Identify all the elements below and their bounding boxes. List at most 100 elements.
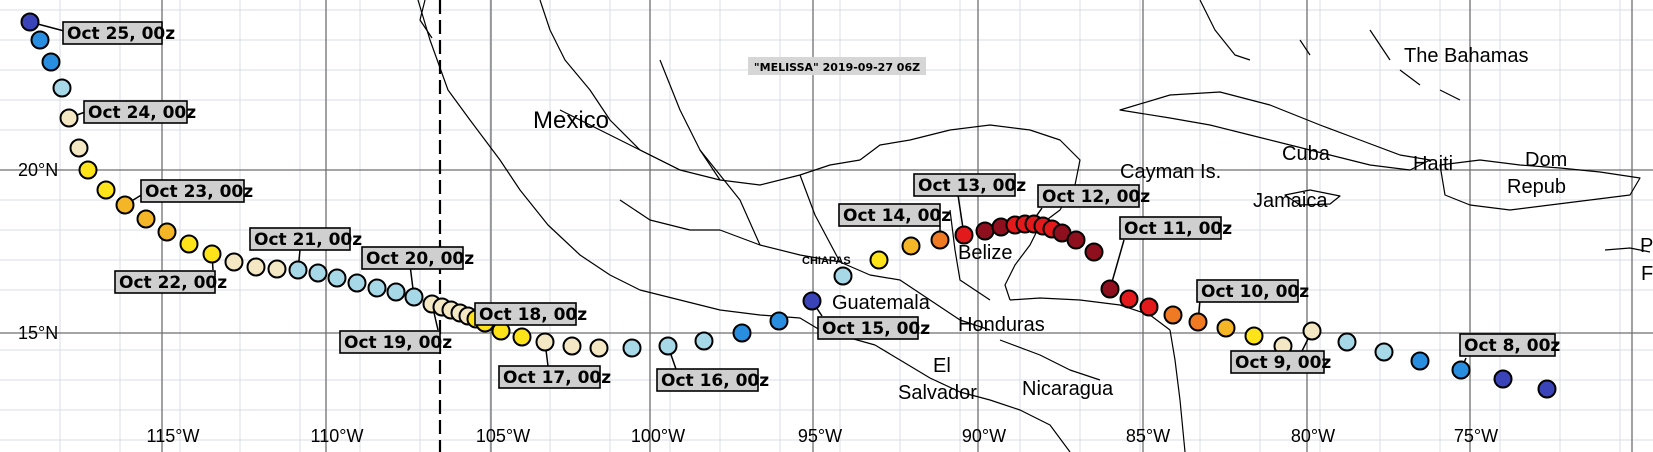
track-point (157, 222, 177, 242)
date-text: Oct 24, 00z (88, 103, 196, 123)
track-point (179, 234, 199, 254)
label-p-1: P (1640, 235, 1653, 257)
track-point (833, 266, 853, 286)
label-cayman: Cayman Is. (1120, 161, 1221, 183)
label-mexico: Mexico (533, 107, 609, 134)
label-salvador: Salvador (898, 382, 977, 404)
lat-label-15n: 15°N (18, 323, 58, 343)
lon-label-105w: 105°W (476, 426, 530, 446)
track-point (1537, 379, 1557, 399)
label-bahamas: The Bahamas (1404, 45, 1529, 67)
track-point (1302, 321, 1322, 341)
lon-label-80w: 80°W (1291, 426, 1335, 446)
track-point (1410, 351, 1430, 371)
lon-label-90w: 90°W (962, 426, 1006, 446)
track-point (1163, 305, 1183, 325)
lon-label-100w: 100°W (631, 426, 685, 446)
date-label-oct24: Oct 24, 00z (83, 100, 196, 124)
date-label-oct11: Oct 11, 00z (1119, 216, 1232, 240)
track-point (224, 252, 244, 272)
date-text: Oct 14, 00z (843, 206, 951, 226)
track-point (52, 78, 72, 98)
date-text: Oct 17, 00z (503, 368, 611, 388)
track-point (869, 250, 889, 270)
track-point (512, 327, 532, 347)
track-point (1119, 289, 1139, 309)
date-text: Oct 13, 00z (918, 176, 1026, 196)
date-label-oct25: Oct 25, 00z (62, 21, 175, 45)
track-point (288, 260, 308, 280)
date-label-oct19: Oct 19, 00z (339, 330, 452, 354)
date-label-oct21: Oct 21, 00z (249, 227, 362, 251)
label-haiti: Haiti (1413, 153, 1453, 175)
date-label-oct14: Oct 14, 00z (838, 203, 951, 227)
date-label-oct22: Oct 22, 00z (114, 270, 227, 294)
date-label-oct8: Oct 8, 00z (1459, 333, 1560, 357)
storm-label: "MELISSA" 2019-09-27 06Z (754, 61, 920, 74)
label-jamaica: Jamaica (1253, 190, 1328, 212)
track-point (1216, 318, 1236, 338)
track-point (59, 108, 79, 128)
date-label-oct16: Oct 16, 00z (656, 368, 769, 392)
latitude-labels: 20°N 15°N (18, 160, 58, 343)
track-point (386, 282, 406, 302)
track-point (694, 331, 714, 351)
lon-label-75w: 75°W (1454, 426, 1498, 446)
date-text: Oct 19, 00z (344, 333, 452, 353)
track-point (115, 195, 135, 215)
date-text: Oct 9, 00z (1235, 353, 1331, 373)
track-point (1139, 297, 1159, 317)
track-point (1066, 230, 1086, 250)
label-nicaragua: Nicaragua (1022, 378, 1114, 400)
track-point (562, 336, 582, 356)
date-text: Oct 18, 00z (479, 305, 587, 325)
track-point (769, 311, 789, 331)
track-point (622, 338, 642, 358)
track-point (96, 180, 116, 200)
track-point (41, 52, 61, 72)
lon-label-95w: 95°W (798, 426, 842, 446)
track-point (1374, 342, 1394, 362)
date-text: Oct 11, 00z (1124, 219, 1232, 239)
track-point (347, 273, 367, 293)
track-point (802, 291, 822, 311)
label-dominican-1: Dom (1525, 149, 1567, 171)
country-labels: Mexico CHIAPAS Guatemala Belize Honduras… (533, 45, 1653, 404)
date-label-oct17: Oct 17, 00z (498, 365, 611, 389)
track-point (308, 263, 328, 283)
label-guatemala: Guatemala (832, 292, 931, 314)
label-honduras: Honduras (958, 314, 1045, 336)
track-point (327, 268, 347, 288)
date-text: Oct 23, 00z (145, 182, 253, 202)
date-text: Oct 12, 00z (1042, 187, 1150, 207)
track-point (901, 236, 921, 256)
label-p-2: F (1641, 263, 1653, 285)
date-label-oct12: Oct 12, 00z (1037, 184, 1150, 208)
track-point (1493, 369, 1513, 389)
track-point (1244, 326, 1264, 346)
date-text: Oct 22, 00z (119, 273, 227, 293)
lon-label-110w: 110°W (311, 426, 364, 446)
lon-label-115w: 115°W (147, 426, 200, 446)
track-point (404, 287, 424, 307)
storm-label-banner: "MELISSA" 2019-09-27 06Z (748, 57, 926, 75)
track-point (136, 209, 156, 229)
track-point (202, 244, 222, 264)
longitude-labels: 115°W 110°W 105°W 100°W 95°W 90°W 85°W 8… (147, 426, 1499, 446)
date-label-oct23: Oct 23, 00z (140, 179, 253, 203)
track-point (69, 138, 89, 158)
label-chiapas: CHIAPAS (802, 255, 851, 267)
track-point (1451, 360, 1471, 380)
label-el: El (933, 355, 951, 377)
label-cuba: Cuba (1282, 143, 1331, 165)
date-label-oct9: Oct 9, 00z (1230, 350, 1331, 374)
track-point (246, 257, 266, 277)
track-point (1337, 332, 1357, 352)
track-point (589, 338, 609, 358)
coastlines (417, 0, 1651, 452)
date-text: Oct 10, 00z (1201, 282, 1309, 302)
date-text: Oct 16, 00z (661, 371, 769, 391)
track-point (535, 332, 555, 352)
